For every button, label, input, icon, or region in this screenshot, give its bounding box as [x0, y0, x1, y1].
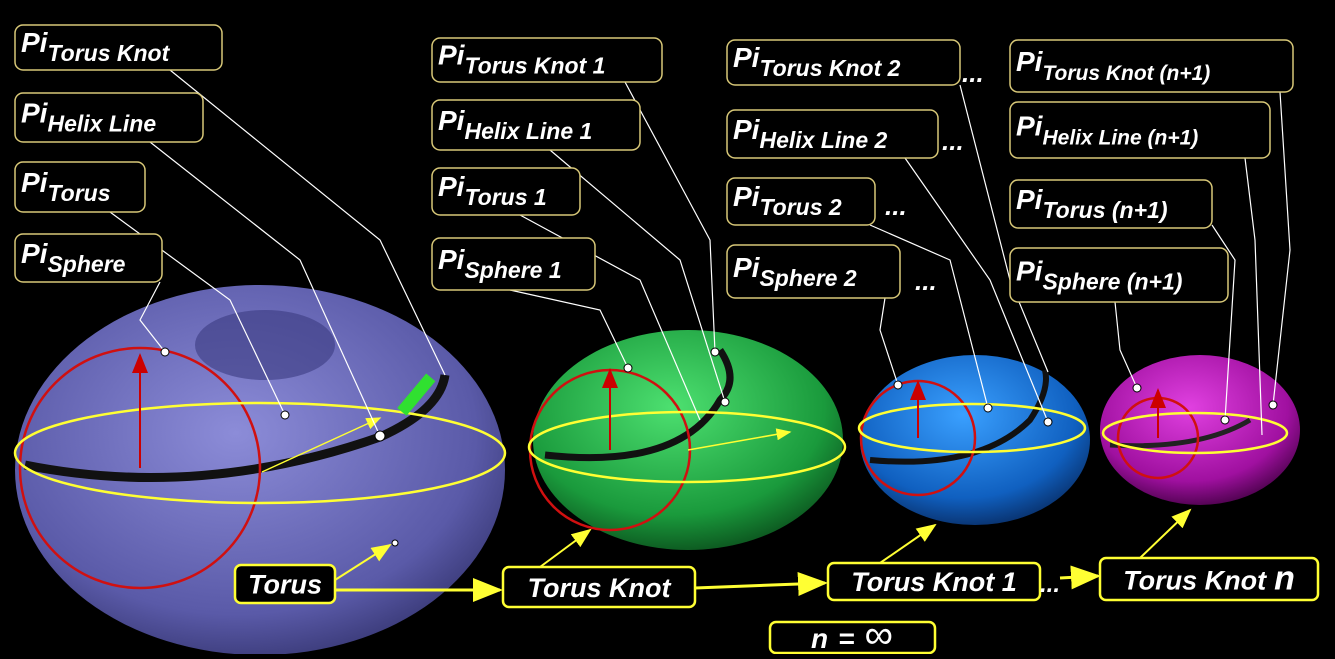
eq-rhs: ∞ [864, 613, 893, 654]
node-text: Torus [248, 570, 322, 600]
pi-main: Pi [438, 171, 466, 202]
pi-sub: Helix Line 1 [464, 118, 592, 144]
pi-main: Pi [21, 27, 49, 58]
pi-sub: Torus 1 [464, 184, 546, 210]
pi-sub: Torus [47, 180, 110, 206]
pi-sub: Torus Knot (n+1) [1042, 62, 1210, 85]
node-text: Torus Knot [528, 573, 672, 603]
node-text: Torus Knot 1 [851, 567, 1017, 597]
pi-main: Pi [21, 97, 49, 128]
ellipsis: ... [915, 266, 937, 296]
pi-sub: Sphere 1 [464, 257, 561, 283]
pi-sub: Helix Line 2 [759, 127, 887, 153]
pi-main: Pi [733, 181, 761, 212]
pi-sub: Sphere (n+1) [1042, 268, 1182, 294]
pi-main: Pi [438, 39, 466, 70]
pi-main: Pi [1016, 184, 1044, 215]
pi-main: Pi [733, 42, 761, 73]
pi-sub: Helix Line [47, 110, 156, 136]
pi-main: Pi [733, 114, 761, 145]
pi-main: Pi [21, 167, 49, 198]
pi-main: Pi [21, 238, 49, 269]
ellipsis: ... [1040, 571, 1060, 598]
node-label: Torus Knot [528, 573, 672, 603]
pi-main: Pi [1016, 46, 1044, 77]
eq-lhs: n [811, 623, 828, 654]
pi-sub: Helix Line (n+1) [1042, 127, 1198, 150]
pi-main: Pi [1016, 255, 1044, 286]
node-text: Torus Knot [1123, 566, 1267, 596]
node-label: Torus Knot 1 [851, 567, 1017, 597]
node-emphasis: n [1274, 560, 1295, 598]
eq-op: = [838, 623, 854, 654]
pi-sub: Torus Knot 2 [759, 55, 900, 81]
diagram: PiTorus KnotPiHelix LinePiTorusPiSphereP… [0, 0, 1335, 654]
ellipsis: ... [942, 126, 964, 156]
pi-main: Pi [1016, 111, 1044, 142]
pi-sub: Sphere 2 [759, 265, 856, 291]
pi-sub: Torus (n+1) [1042, 197, 1167, 223]
ellipsis: ... [962, 58, 984, 88]
pi-main: Pi [438, 105, 466, 136]
ellipsis: ... [885, 191, 907, 221]
pi-sub: Torus Knot [47, 40, 170, 66]
pi-sub: Torus 2 [759, 194, 841, 220]
pi-main: Pi [438, 244, 466, 275]
pi-sub: Torus Knot 1 [464, 52, 605, 78]
equation: n = ∞ [811, 613, 893, 654]
pi-main: Pi [733, 252, 761, 283]
pi-sub: Sphere [47, 251, 125, 277]
node-label: Torus [248, 570, 322, 600]
